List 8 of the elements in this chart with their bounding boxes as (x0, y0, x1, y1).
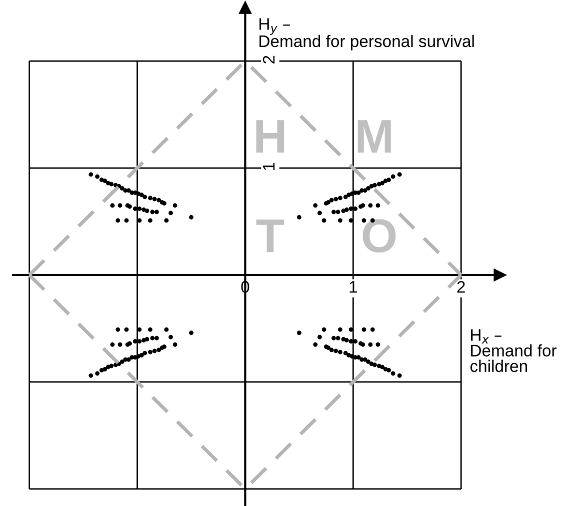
annotation: T (256, 220, 284, 252)
x-tick-label: 2 (457, 281, 465, 293)
annotation: O (362, 219, 396, 253)
annotation: H (256, 120, 284, 153)
annotation: M (358, 120, 391, 153)
x-tick-label: 1 (350, 281, 357, 293)
y-axis-title: H$_{y}$ – Demand for personal survival (260, 18, 474, 50)
x-axis-title: H$_{x}$ – Demand for children (470, 329, 557, 372)
